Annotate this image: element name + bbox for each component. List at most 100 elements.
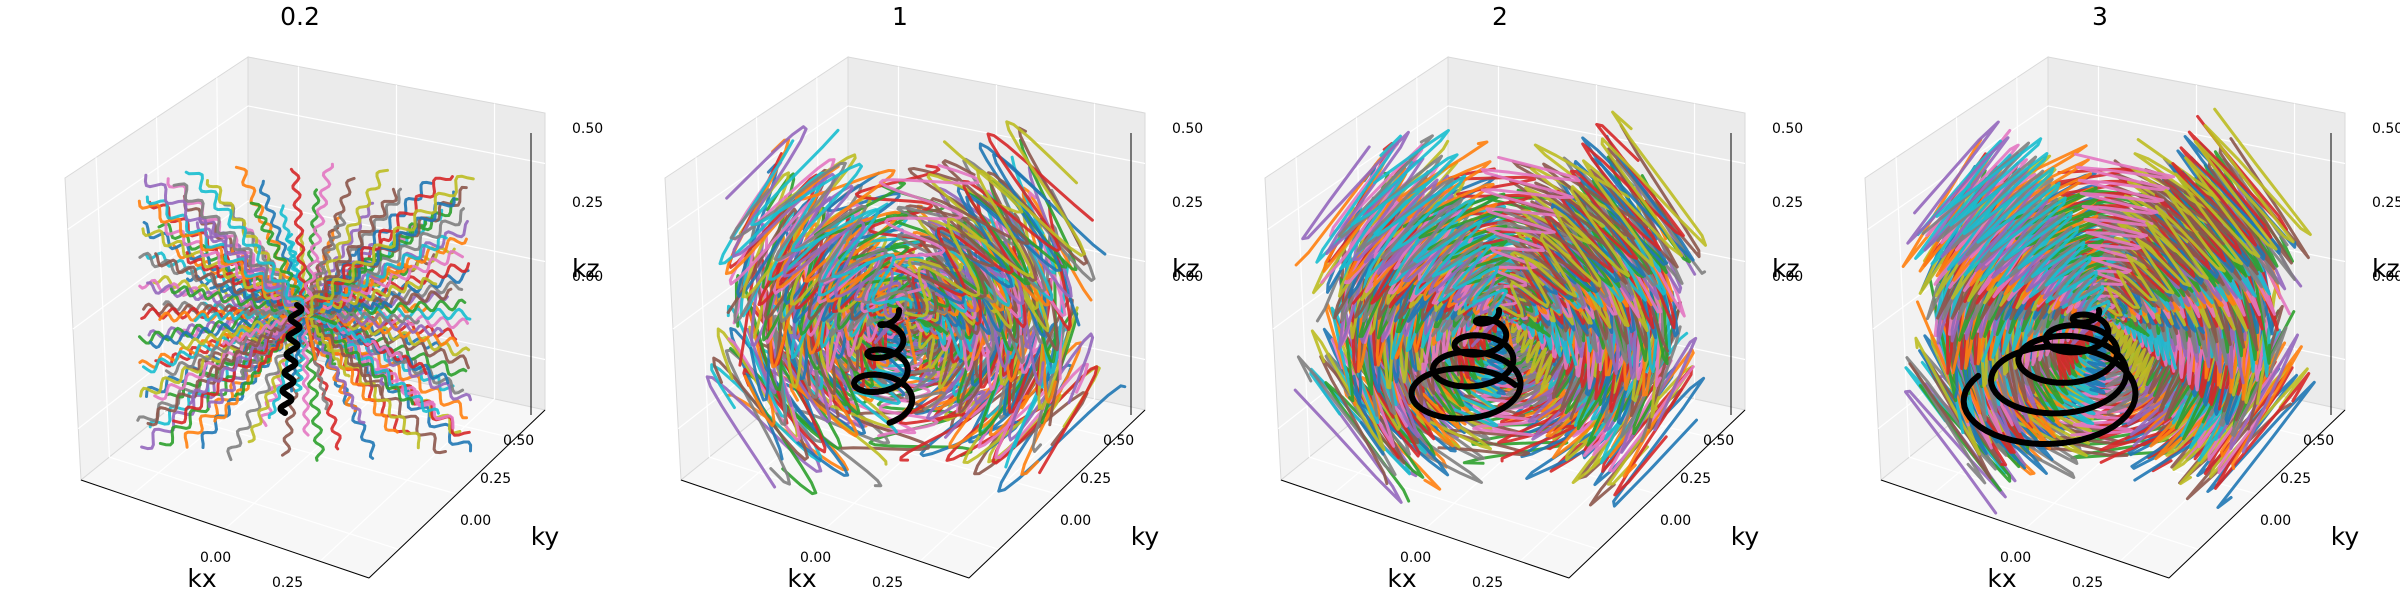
trajectory-line: [300, 162, 334, 315]
y-axis-label: ky: [2331, 522, 2360, 551]
z-tick-label: 0.00: [2372, 269, 2400, 285]
z-tick-label: 0.25: [1172, 195, 1203, 211]
y-tick-label: 0.25: [2280, 471, 2311, 487]
z-tick-label: 0.50: [1172, 121, 1203, 137]
z-tick-label: 0.25: [1772, 195, 1803, 211]
x-tick-label: 0.00: [200, 550, 231, 566]
y-tick-label: 0.25: [1080, 471, 1111, 487]
trajectory-line: [304, 309, 414, 406]
subplot-title: 3: [2092, 2, 2108, 31]
x-tick-label: 0.00: [2000, 550, 2031, 566]
y-axis-label: ky: [1731, 522, 1760, 551]
z-axis-label: kz: [2372, 254, 2400, 283]
z-axis-label: kz: [1772, 254, 1800, 283]
y-tick-label: 0.00: [2260, 513, 2291, 529]
trajectory-line: [184, 170, 305, 317]
x-tick-label: 0.00: [800, 550, 831, 566]
y-axis-line: [368, 409, 546, 579]
highlighted-trajectory: [277, 302, 305, 416]
subplot-title: 2: [1492, 2, 1508, 31]
trajectory-line: [304, 176, 356, 315]
trajectory-line: [2104, 308, 2177, 370]
trajectory-line: [794, 165, 912, 314]
x-axis-label: kx: [1987, 564, 2016, 593]
x-tick-label: 0.25: [2072, 575, 2103, 591]
subplot-3: 0.50 0.25 0.00 0.00 0.25 0.50 0.00 0.25 2 kx ky kz: [1264, 2, 1803, 593]
trajectory-line: [304, 308, 440, 415]
trajectory-line: [300, 207, 465, 314]
y-tick-label: 0.00: [460, 513, 491, 529]
trajectory-line: [904, 120, 1086, 318]
trajectory-line: [898, 140, 1024, 311]
trajectory-line: [304, 309, 351, 378]
y-tick-label: 0.50: [503, 433, 534, 449]
y-axis-label: ky: [1131, 522, 1160, 551]
trajectory-line: [900, 159, 1030, 312]
y-tick-label: 0.00: [1060, 513, 1091, 529]
y-tick-label: 0.50: [1103, 433, 1134, 449]
trajectory-line: [2073, 152, 2176, 313]
trajectory-line: [1350, 129, 1508, 317]
trajectory-line: [300, 187, 398, 312]
trajectory-line: [303, 309, 372, 344]
z-tick-label: 0.50: [572, 121, 603, 137]
z-tick-label: 0.00: [1172, 269, 1203, 285]
z-axis-label: kz: [572, 254, 600, 283]
trajectories: [136, 162, 475, 462]
y-tick-label: 0.25: [1680, 471, 1711, 487]
subplot-1: 0.50 0.25 0.00 0.00 0.25 0.50 0.00 0.25 0.2 kx ky k…: [64, 2, 603, 593]
trajectory-line: [904, 308, 958, 390]
subplot-title: 0.2: [280, 2, 320, 31]
z-tick-label: 0.25: [2372, 195, 2400, 211]
trajectory-line: [303, 310, 317, 361]
subplot-title: 1: [892, 2, 908, 31]
z-tick-label: 0.00: [572, 269, 603, 285]
trajectory-line: [1498, 110, 1707, 318]
x-axis-label: kx: [187, 564, 216, 593]
highlighted-trajectory: [1408, 307, 1524, 422]
trajectory-line: [1480, 155, 1581, 313]
y-axis-label: ky: [531, 522, 560, 551]
x-tick-label: 0.25: [1472, 575, 1503, 591]
trajectory-line: [2100, 142, 2297, 320]
y-axis-line: [1568, 409, 1746, 579]
trajectory-line: [2105, 197, 2292, 322]
trajectory-line: [878, 163, 982, 314]
z-tick-label: 0.50: [1772, 121, 1803, 137]
trajectory-line: [1337, 134, 1512, 316]
trajectory-line: [898, 126, 1089, 315]
x-axis-line: [680, 479, 970, 579]
z-axis-label: kz: [1172, 254, 1200, 283]
x-axis-label: kx: [1387, 564, 1416, 593]
y-tick-label: 0.00: [1660, 513, 1691, 529]
subplot-2: 0.50 0.25 0.00 0.00 0.25 0.50 0.00 0.25 1 kx ky kz: [664, 2, 1203, 593]
trajectory-line: [172, 182, 304, 316]
trajectory-line: [305, 168, 389, 316]
trajectory-line: [1935, 137, 2111, 316]
z-tick-label: 0.50: [2372, 121, 2400, 137]
y-tick-label: 0.50: [1703, 433, 1734, 449]
x-axis-label: kx: [787, 564, 816, 593]
trajectory-line: [302, 309, 470, 370]
z-tick-label: 0.00: [1772, 269, 1803, 285]
trajectory-line: [143, 173, 308, 313]
z-tick-label: 0.25: [572, 195, 603, 211]
trajectory-line: [302, 312, 383, 396]
x-tick-label: 0.25: [272, 575, 303, 591]
highlighted-trajectory: [851, 307, 916, 426]
y-axis-line: [968, 409, 1146, 579]
x-tick-label: 0.25: [872, 575, 903, 591]
trajectory-line: [1921, 141, 2109, 320]
subplot-4: 0.50 0.25 0.00 0.00 0.25 0.50 0.00 0.25 3 kx ky kz: [1864, 2, 2400, 593]
trajectory-line: [301, 310, 310, 437]
y-tick-label: 0.25: [480, 471, 511, 487]
x-axis-line: [1280, 479, 1570, 579]
trajectories: [705, 120, 1127, 496]
y-tick-label: 0.50: [2303, 433, 2334, 449]
trajectory-line: [750, 128, 913, 309]
x-tick-label: 0.00: [1400, 550, 1431, 566]
x-axis-line: [1880, 479, 2170, 579]
y-axis-line: [2168, 409, 2346, 579]
trajectory-line: [307, 174, 475, 318]
